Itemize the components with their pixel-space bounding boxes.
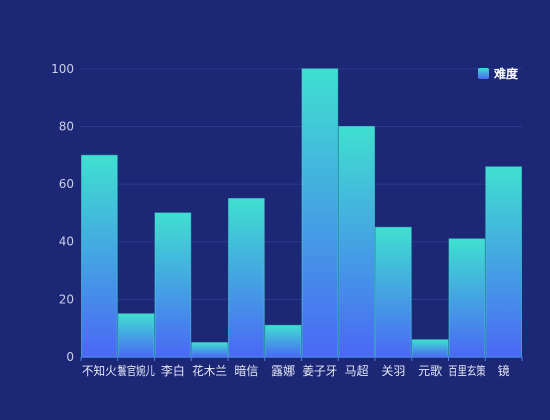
x-tick-label: 镜	[498, 363, 510, 378]
bar-1[interactable]	[81, 154, 118, 358]
x-tick-label: 百里玄策	[448, 363, 486, 378]
x-axis	[80, 356, 523, 361]
bar-11[interactable]	[448, 238, 486, 358]
bars	[81, 68, 522, 358]
legend-label: 难度	[493, 66, 519, 81]
bar-9[interactable]	[375, 226, 412, 358]
x-tick-label: 李白	[161, 363, 185, 378]
bar-5[interactable]	[228, 198, 265, 358]
x-tick-label: 姜子牙	[302, 364, 337, 378]
legend-swatch	[478, 68, 489, 79]
bar-4[interactable]	[191, 342, 228, 358]
x-tick-label: 花木兰	[192, 363, 227, 378]
y-tick-label: 0	[66, 350, 74, 364]
bar-10[interactable]	[411, 339, 449, 358]
x-tick-label: 不知火	[82, 364, 117, 378]
y-tick-label: 100	[51, 62, 74, 76]
x-axis-ticks: 不知火 鬟官婉儿李白 花木兰 暗信 露娜 姜子牙 马超 关羽 元歌 百里玄策镜	[82, 363, 510, 378]
x-tick-label: 关羽	[381, 364, 405, 378]
bar-8[interactable]	[338, 125, 375, 358]
legend[interactable]: 难度	[478, 66, 519, 81]
bar-2[interactable]	[117, 313, 155, 358]
y-tick-label: 80	[59, 119, 74, 133]
bar-6[interactable]	[264, 324, 302, 358]
y-tick-label: 20	[59, 292, 74, 306]
x-tick-label: 马超	[345, 363, 369, 378]
x-tick-label: 暗信	[234, 363, 258, 378]
bar-12[interactable]	[485, 166, 522, 358]
x-tick-label: 露娜	[271, 364, 295, 378]
bar-3[interactable]	[154, 212, 192, 358]
y-tick-label: 40	[59, 235, 74, 249]
y-tick-label: 60	[59, 177, 74, 191]
y-axis-ticks: 0 20 40 60 80 100	[51, 62, 74, 364]
bar-7[interactable]	[301, 68, 339, 358]
x-tick-label: 鬟官婉儿	[117, 363, 155, 378]
x-tick-label: 元歌	[418, 363, 442, 378]
